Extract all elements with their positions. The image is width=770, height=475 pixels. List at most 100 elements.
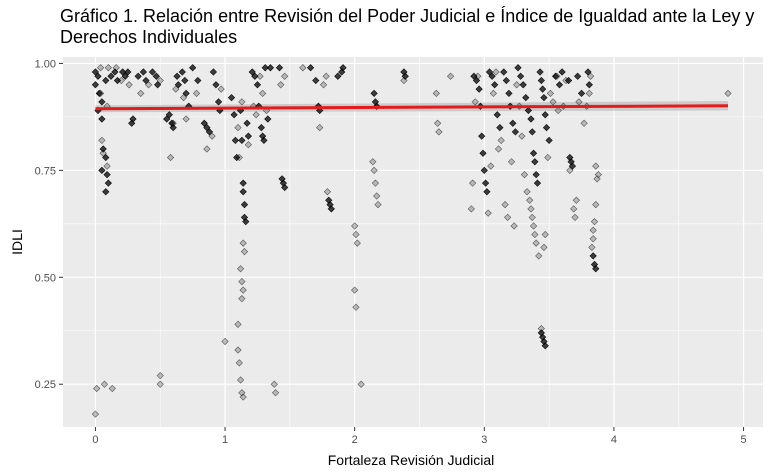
data-point: [513, 81, 521, 89]
data-point: [374, 200, 382, 209]
data-point: [182, 115, 190, 123]
data-point: [501, 200, 509, 209]
data-point: [353, 239, 361, 247]
data-point: [173, 72, 181, 80]
x-tick-label: 0: [92, 434, 98, 446]
data-point: [299, 64, 307, 72]
data-point: [142, 76, 150, 85]
data-point: [488, 72, 496, 80]
data-point: [351, 286, 359, 294]
data-point: [369, 158, 377, 166]
data-point: [338, 68, 346, 76]
data-point: [564, 76, 573, 85]
data-point: [540, 94, 548, 102]
axis-ticks: 0 1 2 3 4 5 0.25 0.50 0.75 1.00: [35, 58, 747, 446]
data-point: [558, 68, 566, 76]
data-point: [574, 72, 582, 80]
data-point: [166, 153, 175, 162]
data-point: [108, 384, 116, 393]
data-point: [260, 136, 268, 145]
data-point: [99, 149, 107, 157]
data-point: [100, 380, 109, 388]
data-point: [236, 376, 245, 384]
data-point: [529, 222, 538, 230]
data-point: [585, 81, 593, 89]
plot-panel: [63, 57, 763, 427]
data-point: [544, 153, 552, 162]
data-point: [96, 64, 105, 72]
data-point: [111, 68, 119, 76]
data-point: [507, 158, 516, 166]
data-point: [585, 89, 593, 97]
data-point: [234, 320, 242, 328]
data-point: [478, 132, 486, 140]
data-point: [165, 111, 173, 119]
data-point: [233, 153, 241, 162]
data-point: [242, 218, 250, 226]
data-point: [174, 81, 182, 89]
data-point: [323, 188, 332, 196]
data-point: [370, 89, 378, 97]
data-point: [370, 166, 378, 174]
data-point: [251, 72, 259, 80]
data-point: [526, 196, 534, 204]
data-point: [540, 243, 548, 251]
data-point: [281, 183, 289, 192]
data-point: [107, 72, 115, 80]
data-point: [572, 196, 580, 204]
data-point: [103, 171, 111, 179]
data-point: [589, 252, 597, 260]
data-point: [172, 85, 180, 93]
data-point: [475, 85, 483, 93]
data-point: [256, 72, 264, 80]
data-point: [103, 162, 111, 170]
data-point: [98, 136, 106, 145]
data-point: [240, 200, 249, 209]
data-point: [577, 89, 586, 97]
data-point: [104, 64, 112, 72]
data-point: [238, 98, 246, 106]
data-point: [98, 115, 106, 123]
data-point: [592, 200, 600, 209]
data-point: [523, 188, 531, 196]
data-point: [134, 72, 142, 80]
data-point: [546, 89, 555, 97]
data-point: [527, 115, 535, 123]
data-point: [504, 213, 512, 222]
y-tick-label: 1.00: [35, 58, 56, 70]
data-point: [94, 72, 102, 80]
data-point: [532, 239, 540, 247]
data-point: [243, 119, 251, 127]
data-point: [541, 342, 549, 350]
data-point: [182, 89, 190, 97]
data-point: [238, 277, 246, 286]
data-point: [316, 123, 324, 132]
data-point: [124, 68, 132, 76]
data-point: [545, 136, 553, 145]
data-point: [511, 128, 520, 136]
x-tick-label: 5: [740, 434, 746, 446]
data-point: [319, 81, 328, 89]
data-point: [236, 265, 245, 273]
data-point: [91, 410, 100, 418]
data-point: [446, 72, 455, 80]
data-point: [102, 76, 110, 85]
data-point: [104, 179, 112, 187]
data-point: [205, 128, 214, 136]
data-point: [590, 218, 599, 226]
data-point: [589, 226, 597, 234]
data-point: [244, 132, 252, 140]
data-point: [238, 136, 246, 145]
data-point: [200, 119, 208, 127]
data-point: [327, 205, 335, 213]
data-point: [244, 141, 252, 149]
x-tick-label: 2: [352, 434, 358, 446]
data-point: [491, 81, 499, 89]
data-point: [264, 115, 272, 123]
data-point: [352, 230, 360, 239]
data-point: [192, 89, 201, 97]
data-point: [434, 119, 442, 127]
data-point: [588, 243, 596, 251]
data-point: [432, 89, 440, 97]
data-point: [518, 132, 526, 140]
